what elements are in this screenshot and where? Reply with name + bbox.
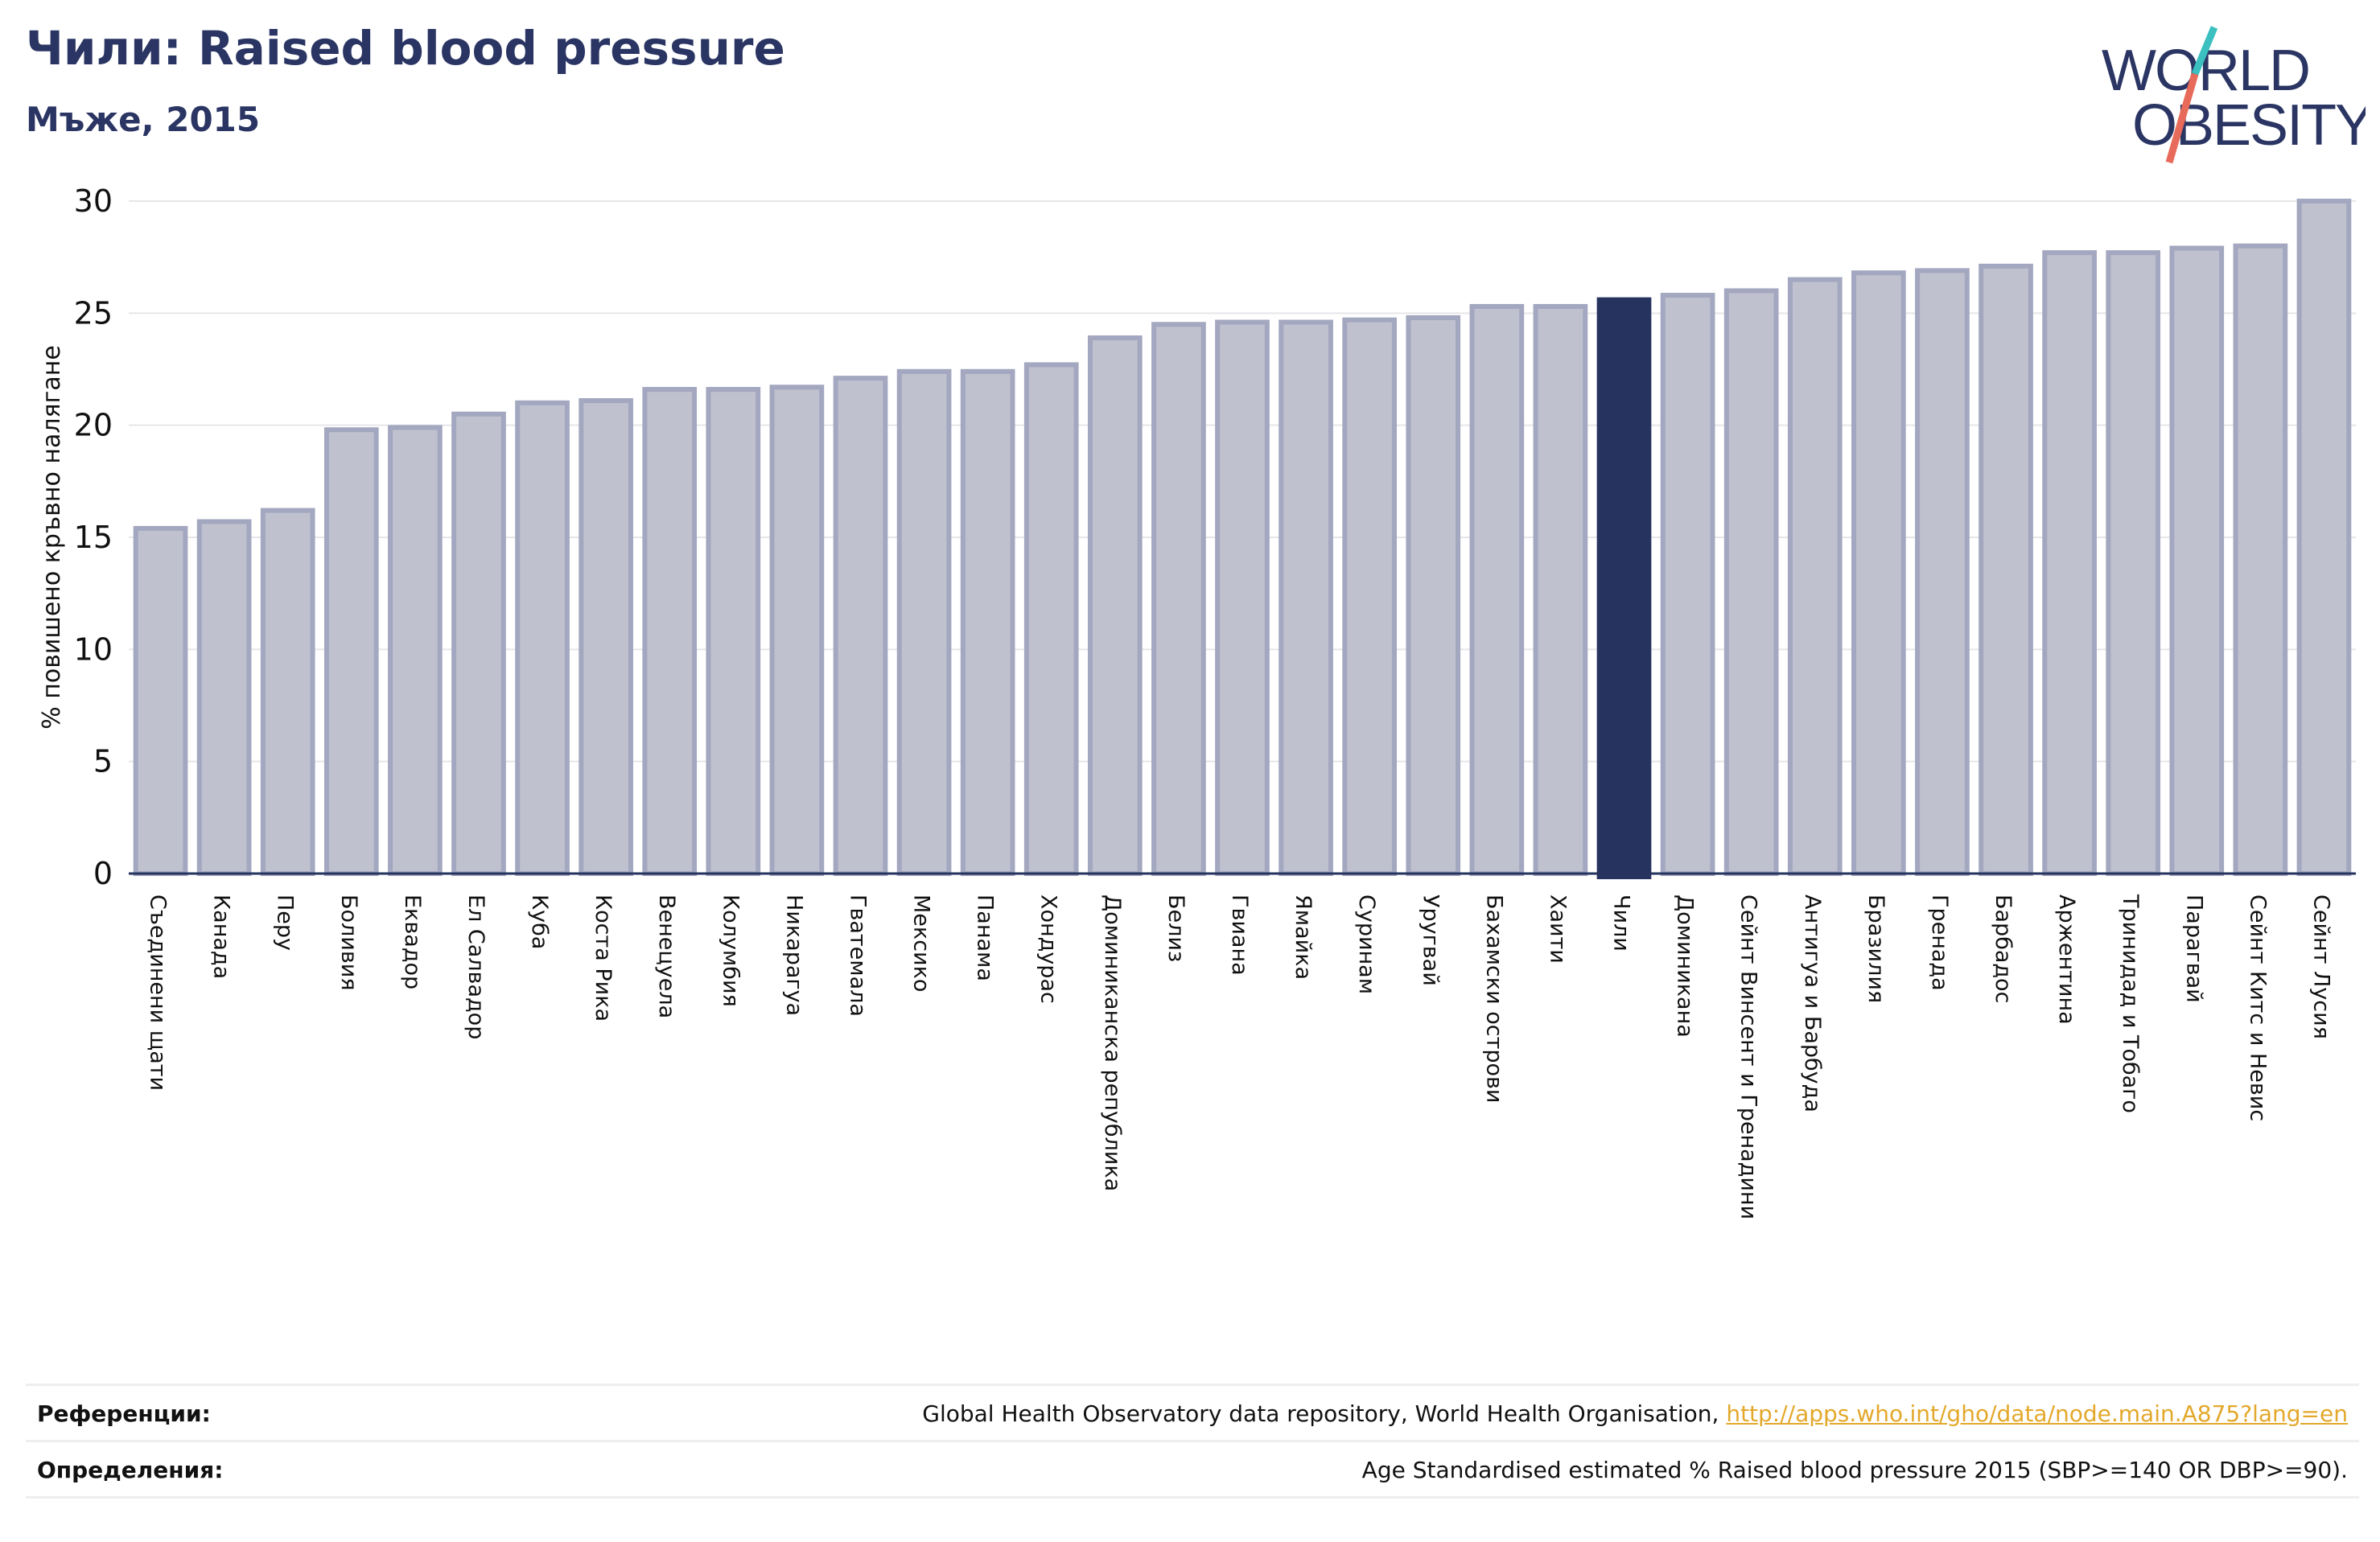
y-tick-label: 25 [74,295,113,331]
x-tick-label: Парагвай [2181,894,2206,1003]
x-tick-label: Съединени щати [146,894,171,1091]
x-tick-label: Суринам [1354,894,1379,994]
bar [1915,268,1970,876]
logo-slash-top [2191,26,2218,76]
bar [2233,243,2288,876]
bar [1723,288,1779,876]
footer-definitions-row: Определения: Age Standardised estimated … [26,1440,2359,1499]
bar [1533,303,1588,876]
bar [1151,322,1206,876]
definitions-label: Определения: [37,1457,224,1483]
x-tick-label: Ел Салвадор [463,894,488,1039]
x-tick-label: Бахамски острови [1481,894,1506,1103]
y-tick-label: 5 [93,744,113,779]
y-axis-ticks: 0 5 10 15 20 25 30 [74,183,113,891]
logo-slash-bottom [2165,72,2199,164]
y-axis-label: % повишено кръвно налягане [38,345,66,730]
bar [579,398,633,877]
bar [260,508,315,876]
x-tick-label: Сейнт Лусия [2308,894,2333,1039]
bar [1787,277,1843,876]
y-tick-label: 10 [74,631,113,667]
x-tick-label: Доминикана [1673,894,1698,1038]
x-tick-label: Антигуа и Барбуда [1800,894,1825,1112]
x-tick-label: Гвиана [1227,894,1252,976]
bar [323,427,379,876]
bar [196,519,252,876]
bar [1215,319,1270,877]
bar [1023,362,1079,876]
bar [1406,315,1461,876]
y-tick-label: 30 [74,183,113,219]
bar [451,411,506,876]
y-tick-label: 15 [74,520,113,555]
x-tick-label: Сейнт Винсент и Гренадини [1736,894,1761,1219]
bar [833,376,888,876]
x-tick-label: Перу [273,894,298,951]
x-tick-label: Белиз [1163,894,1188,962]
bar [896,368,952,876]
footer-references-row: Референции: Global Health Observatory da… [26,1384,2359,1440]
x-tick-label: Тринидад и Тобаго [2118,894,2143,1113]
x-tick-label: Венецуела [654,894,679,1018]
references-label: Референции: [37,1400,211,1427]
x-tick-label: Барбадос [1991,894,2016,1003]
bar [388,425,443,876]
references-value: Global Health Observatory data repositor… [922,1400,2348,1427]
x-tick-label: Колумбия [718,894,743,1007]
bar [133,525,188,876]
bar [960,368,1015,876]
x-tick-label: Хондурас [1036,894,1061,1004]
bar [1851,270,1906,876]
x-tick-label: Канада [209,894,234,979]
x-tick-label: Бразилия [1863,894,1888,1003]
x-tick-label: Коста Рика [591,894,616,1022]
x-tick-label: Чили [1609,894,1634,952]
bars [133,199,2352,879]
x-tick-label: Аржентина [2054,894,2079,1025]
x-tick-label: Гренада [1927,894,1952,991]
bar [2296,199,2352,876]
x-tick-label: Ямайка [1291,894,1316,980]
bar [1660,293,1715,877]
bar [1342,317,1398,876]
bar [1087,335,1143,876]
bar [2169,245,2225,876]
y-tick-label: 20 [74,408,113,443]
x-tick-label: Никарагуа [781,894,806,1016]
bar [1279,319,1333,877]
x-tick-label: Еквадор [400,894,425,989]
x-tick-label: Уругвай [1418,894,1443,986]
bar [515,400,570,876]
chart-title: Чили: Raised blood pressure [26,21,785,76]
x-tick-label: Гватемала [845,894,870,1017]
x-axis-ticks: Съединени щати Канада Перу Боливия Еквадор Ел… [146,894,2334,1219]
definitions-value: Age Standardised estimated % Raised bloo… [1361,1457,2348,1483]
bar [642,387,698,876]
bar [769,384,825,876]
x-tick-label: Мексико [909,894,934,992]
x-tick-label: Доминиканска република [1100,894,1125,1191]
world-obesity-logo: WORLD OBESITY [2102,26,2366,164]
y-tick-label: 0 [93,856,113,891]
bar [2106,250,2161,876]
references-text: Global Health Observatory data repositor… [922,1400,1727,1427]
x-tick-label: Сейнт Китс и Невис [2245,894,2270,1121]
references-link[interactable]: http://apps.who.int/gho/data/node.main.A… [1726,1400,2348,1427]
bar-chart: 0 5 10 15 20 25 30 Съединени щати Канада Перу Бол… [38,183,2356,1219]
bar-highlight [1596,297,1652,879]
x-tick-label: Панама [973,894,998,981]
bar [706,387,761,876]
x-tick-label: Хаити [1545,894,1570,964]
x-tick-label: Боливия [336,894,361,991]
bar [1469,303,1525,876]
bar [1979,263,2033,876]
x-tick-label: Куба [527,894,552,949]
bar [2042,250,2097,876]
chart-subtitle: Мъже, 2015 [26,100,261,139]
